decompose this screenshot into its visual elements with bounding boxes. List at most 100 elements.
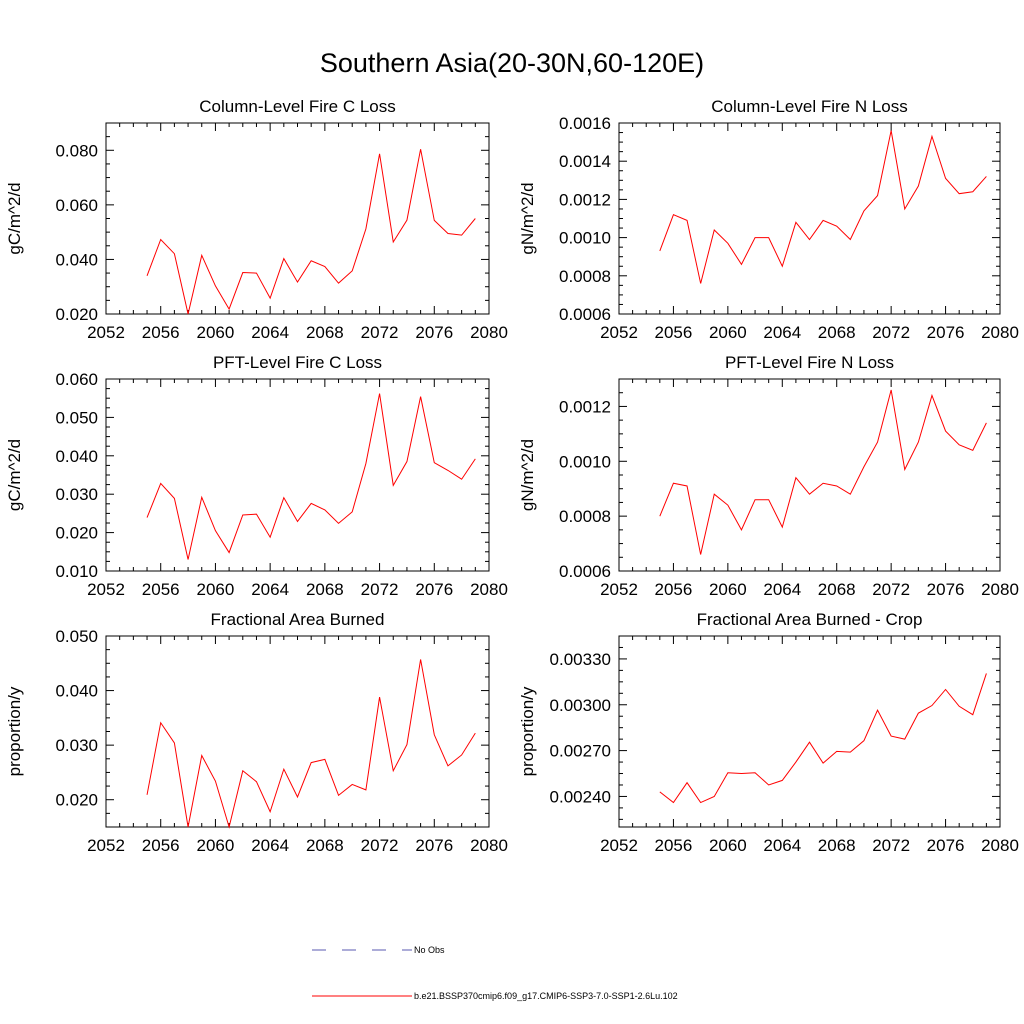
x-tick-label: 2072	[361, 323, 399, 342]
x-tick-label: 2080	[981, 836, 1019, 855]
x-tick-label: 2052	[600, 836, 638, 855]
x-tick-label: 2080	[470, 836, 508, 855]
y-tick-label: 0.0008	[559, 267, 611, 286]
y-tick-label: 0.0014	[559, 152, 611, 171]
x-tick-label: 2076	[927, 836, 965, 855]
x-tick-label: 2076	[415, 836, 453, 855]
x-tick-label: 2072	[872, 323, 910, 342]
x-tick-label: 2080	[470, 323, 508, 342]
chart-panel-2: Column-Level Fire N Loss gN/m^2/d 2052 2056…	[518, 97, 1019, 342]
series-line	[146, 149, 476, 315]
x-tick-label: 2068	[818, 580, 856, 599]
x-tick-label: 2060	[197, 580, 235, 599]
y-tick-label: 0.030	[55, 485, 98, 504]
series-line	[659, 389, 987, 555]
chart-title: PFT-Level Fire C Loss	[213, 353, 382, 372]
x-tick-label: 2076	[415, 323, 453, 342]
y-tick-label: 0.040	[55, 682, 98, 701]
x-tick-label: 2052	[87, 836, 125, 855]
x-tick-label: 2056	[142, 836, 180, 855]
x-tick-label: 2060	[197, 323, 235, 342]
x-tick-label: 2076	[415, 580, 453, 599]
chart-panel-4: PFT-Level Fire N Loss gN/m^2/d 2052 2056 206…	[518, 353, 1019, 599]
x-tick-label: 2060	[709, 323, 747, 342]
x-tick-label: 2056	[655, 836, 693, 855]
y-tick-label: 0.050	[55, 627, 98, 646]
x-tick-label: 2056	[142, 323, 180, 342]
chart-title: Fractional Area Burned	[211, 610, 385, 629]
chart-panel-6: Fractional Area Burned - Crop proportion/…	[518, 610, 1019, 855]
y-tick-label: 0.030	[55, 736, 98, 755]
x-tick-label: 2068	[306, 836, 344, 855]
y-tick-label: 0.020	[55, 305, 98, 324]
x-tick-label: 2072	[872, 836, 910, 855]
x-tick-label: 2080	[470, 580, 508, 599]
x-tick-label: 2072	[872, 580, 910, 599]
x-tick-label: 2068	[818, 323, 856, 342]
x-tick-label: 2060	[709, 580, 747, 599]
series-line	[659, 673, 987, 804]
chart-panel-5: Fractional Area Burned proportion/y 2052 20…	[5, 610, 508, 855]
x-tick-label: 2072	[361, 580, 399, 599]
plot-frame	[618, 378, 1001, 572]
y-tick-label: 0.060	[55, 196, 98, 215]
plot-frame	[105, 122, 490, 315]
x-tick-label: 2068	[306, 323, 344, 342]
chart-title: PFT-Level Fire N Loss	[725, 353, 894, 372]
chart-panel-1: Column-Level Fire C Loss gC/m^2/d 2052 2056…	[5, 97, 508, 342]
series-line	[146, 393, 476, 560]
x-tick-label: 2056	[655, 580, 693, 599]
x-tick-label: 2064	[251, 323, 289, 342]
plot-frame	[618, 635, 1001, 828]
x-tick-label: 2056	[142, 580, 180, 599]
x-tick-label: 2080	[981, 580, 1019, 599]
x-tick-label: 2068	[818, 836, 856, 855]
series-line	[146, 659, 476, 829]
y-tick-label: 0.0010	[559, 229, 611, 248]
y-tick-label: 0.080	[55, 141, 98, 160]
y-tick-label: 0.0012	[559, 397, 611, 416]
y-tick-label: 0.010	[55, 562, 98, 581]
y-tick-label: 0.040	[55, 447, 98, 466]
x-tick-label: 2064	[763, 836, 801, 855]
x-tick-label: 2060	[709, 836, 747, 855]
y-tick-label: 0.0016	[559, 114, 611, 133]
x-tick-label: 2072	[361, 836, 399, 855]
x-tick-label: 2080	[981, 323, 1019, 342]
y-tick-label: 0.040	[55, 250, 98, 269]
x-tick-label: 2056	[655, 323, 693, 342]
y-tick-label: 0.0006	[559, 305, 611, 324]
y-axis-label: gN/m^2/d	[518, 182, 537, 254]
series-line	[659, 130, 987, 284]
x-tick-label: 2052	[87, 323, 125, 342]
x-tick-label: 2060	[197, 836, 235, 855]
plot-frame	[105, 635, 490, 828]
y-tick-label: 0.0010	[559, 452, 611, 471]
x-tick-label: 2052	[600, 323, 638, 342]
chart-panel-3: PFT-Level Fire C Loss gC/m^2/d 2052 2056 206…	[5, 353, 508, 599]
main-title: Southern Asia(20-30N,60-120E)	[319, 48, 705, 78]
x-tick-label: 2068	[306, 580, 344, 599]
y-axis-label: gC/m^2/d	[5, 439, 24, 511]
x-tick-label: 2064	[251, 580, 289, 599]
y-tick-label: 0.020	[55, 791, 98, 810]
legend: No Obs b.e21.BSSP370cmip6.f09_g17.CMIP6-S…	[312, 945, 678, 1001]
y-axis-label: gC/m^2/d	[5, 182, 24, 254]
x-tick-label: 2064	[763, 323, 801, 342]
y-axis-label: proportion/y	[518, 686, 537, 776]
y-tick-label: 0.050	[55, 408, 98, 427]
y-axis-label: proportion/y	[5, 686, 24, 776]
y-tick-label: 0.060	[55, 370, 98, 389]
x-tick-label: 2064	[251, 836, 289, 855]
y-tick-label: 0.0006	[559, 562, 611, 581]
x-tick-label: 2052	[87, 580, 125, 599]
chart-title: Fractional Area Burned - Crop	[697, 610, 923, 629]
x-tick-label: 2076	[927, 580, 965, 599]
y-tick-label: 0.0012	[559, 190, 611, 209]
plot-frame	[618, 122, 1001, 315]
chart-title: Column-Level Fire C Loss	[199, 97, 396, 116]
y-tick-label: 0.0008	[559, 507, 611, 526]
y-axis-label: gN/m^2/d	[518, 439, 537, 511]
x-tick-label: 2076	[927, 323, 965, 342]
